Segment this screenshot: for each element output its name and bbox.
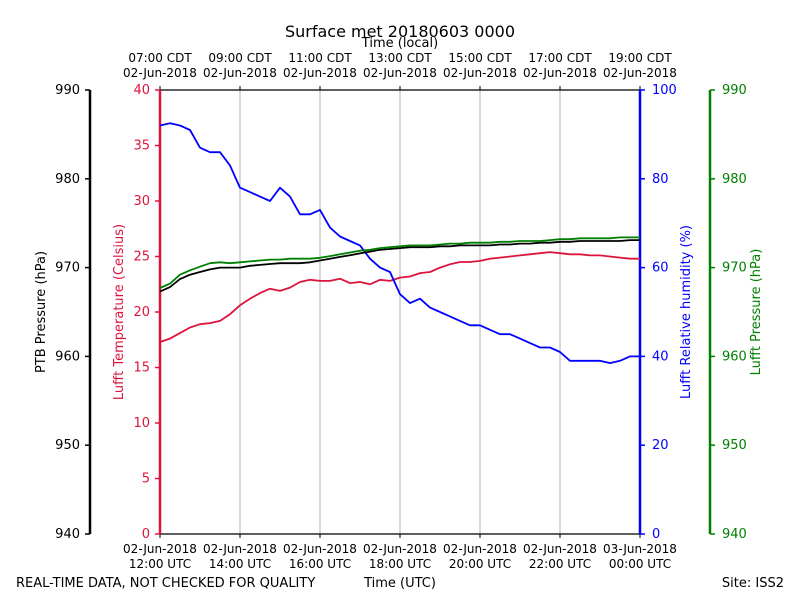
x-tick-label-top-time: 13:00 CDT: [368, 51, 432, 65]
temp-series-line: [159, 251, 640, 343]
x-tick-label-bottom-time: 16:00 UTC: [289, 557, 351, 571]
x-tick-label-bottom-date: 03-Jun-2018: [603, 542, 677, 556]
x-tick-label-top-time: 07:00 CDT: [128, 51, 192, 65]
x-tick-label-bottom-time: 18:00 UTC: [369, 557, 431, 571]
ptb-y-tick-label: 970: [55, 261, 80, 276]
ptb-y-tick-label: 980: [55, 172, 80, 187]
lp-y-tick-label: 960: [722, 349, 747, 364]
rh-y-tick-label: 20: [652, 438, 669, 453]
lp-axis-label: Lufft Pressure (hPa): [749, 249, 764, 376]
x-tick-label-bottom-date: 02-Jun-2018: [363, 542, 437, 556]
top-axis-title: Time (local): [361, 36, 438, 51]
x-tick-label-bottom-time: 00:00 UTC: [609, 557, 671, 571]
temp-y-tick-label: 30: [133, 194, 150, 209]
lp-y-tick-label: 950: [722, 438, 747, 453]
ptb-axis-label: PTB Pressure (hPa): [34, 251, 49, 373]
rh-axis-label: Lufft Relative humidity (%): [679, 225, 694, 399]
x-tick-label-top-date: 02-Jun-2018: [523, 66, 597, 80]
temp-y-tick-label: 15: [133, 361, 150, 376]
lp-y-tick-label: 990: [722, 83, 747, 98]
x-axis-label: Time (UTC): [363, 576, 436, 591]
temp-y-tick-label: 25: [133, 250, 150, 265]
x-tick-label-top-date: 02-Jun-2018: [603, 66, 677, 80]
temp-y-tick-label: 35: [133, 139, 150, 154]
rh-y-tick-label: 100: [652, 83, 677, 98]
x-tick-label-bottom-date: 02-Jun-2018: [123, 542, 197, 556]
x-tick-label-top-date: 02-Jun-2018: [203, 66, 277, 80]
x-tick-label-bottom-time: 12:00 UTC: [129, 557, 191, 571]
rh-y-tick-label: 80: [652, 172, 669, 187]
temp-y-tick-label: 20: [133, 305, 150, 320]
lp-series-line: [159, 236, 640, 289]
ptb-y-tick-label: 960: [55, 349, 80, 364]
chart-title: Surface met 20180603 0000: [285, 22, 515, 41]
x-tick-label-top-time: 17:00 CDT: [528, 51, 592, 65]
ptb-series-line: [159, 239, 640, 293]
x-tick-label-bottom-date: 02-Jun-2018: [443, 542, 517, 556]
x-tick-label-top-date: 02-Jun-2018: [443, 66, 517, 80]
temp-y-tick-label: 5: [142, 472, 150, 487]
x-tick-label-bottom-time: 14:00 UTC: [209, 557, 271, 571]
temp-y-tick-label: 40: [133, 83, 150, 98]
ptb-y-tick-label: 990: [55, 83, 80, 98]
temp-y-tick-label: 10: [133, 416, 150, 431]
lp-y-tick-label: 940: [722, 527, 747, 542]
rh-y-tick-label: 0: [652, 527, 660, 542]
x-tick-label-bottom-date: 02-Jun-2018: [523, 542, 597, 556]
rh-y-tick-label: 60: [652, 261, 669, 276]
lp-y-tick-label: 970: [722, 261, 747, 276]
x-tick-label-bottom-time: 22:00 UTC: [529, 557, 591, 571]
ptb-y-tick-label: 950: [55, 438, 80, 453]
x-tick-label-bottom-time: 20:00 UTC: [449, 557, 511, 571]
rh-series-line: [159, 122, 640, 365]
x-tick-label-top-date: 02-Jun-2018: [363, 66, 437, 80]
temp-y-tick-label: 0: [142, 527, 150, 542]
footer-site: Site: ISS2: [722, 576, 784, 591]
x-tick-label-top-time: 11:00 CDT: [288, 51, 352, 65]
ptb-y-tick-label: 940: [55, 527, 80, 542]
x-tick-label-top-time: 09:00 CDT: [208, 51, 272, 65]
rh-y-tick-label: 40: [652, 349, 669, 364]
x-tick-label-bottom-date: 02-Jun-2018: [283, 542, 357, 556]
x-tick-label-top-date: 02-Jun-2018: [123, 66, 197, 80]
x-tick-label-bottom-date: 02-Jun-2018: [203, 542, 277, 556]
x-tick-label-top-time: 19:00 CDT: [608, 51, 672, 65]
x-tick-label-top-time: 15:00 CDT: [448, 51, 512, 65]
temp-axis-label: Lufft Temperature (Celsius): [112, 224, 127, 400]
lp-y-tick-label: 980: [722, 172, 747, 187]
x-tick-label-top-date: 02-Jun-2018: [283, 66, 357, 80]
footer-quality-note: REAL-TIME DATA, NOT CHECKED FOR QUALITY: [16, 576, 315, 591]
